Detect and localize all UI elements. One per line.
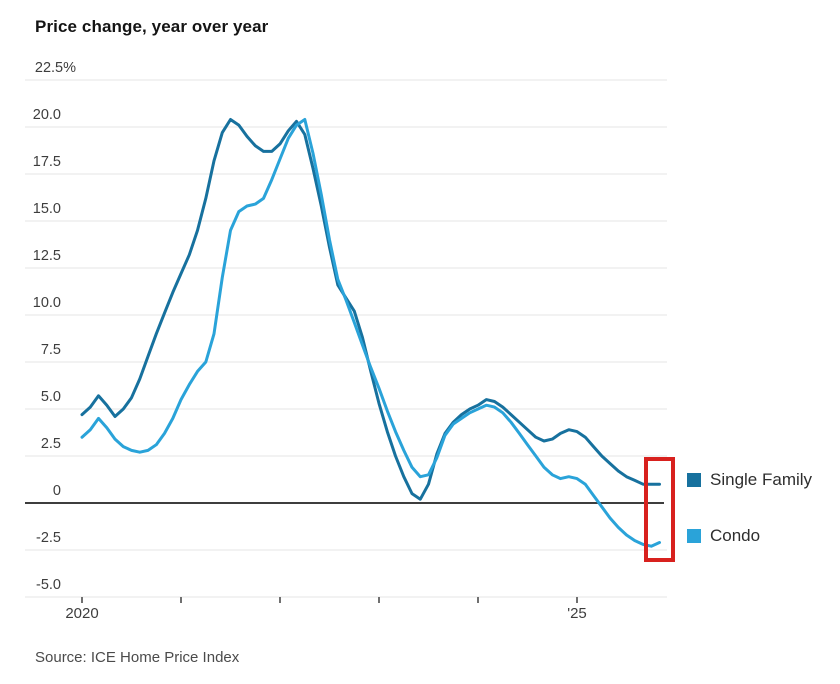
series-line-condo: [80, 118, 661, 548]
y-axis-label: 5.0: [40, 389, 61, 405]
y-axis-label: -2.5: [36, 530, 61, 546]
y-axis-label: 20.0: [32, 107, 61, 123]
source-attribution: Source: ICE Home Price Index: [35, 649, 240, 666]
series-line-single-family: [80, 118, 661, 501]
legend-item-condo: Condo: [687, 526, 760, 546]
y-axis-label: 0: [52, 483, 61, 499]
x-axis-label: '25: [567, 605, 587, 622]
y-axis-label: 7.5: [40, 342, 61, 358]
x-axis-label: 2020: [65, 605, 99, 622]
y-axis-label: 15.0: [32, 201, 61, 217]
legend-item-single-family: Single Family: [687, 470, 812, 490]
y-axis-label: 17.5: [32, 154, 61, 170]
legend-label-single-family: Single Family: [710, 470, 813, 489]
y-axis-label: -5.0: [36, 577, 61, 593]
chart-title: Price change, year over year: [35, 17, 269, 36]
legend-label-condo: Condo: [710, 526, 761, 545]
latest-values-highlight-box: [644, 457, 675, 562]
y-axis-label: 22.5%: [34, 60, 76, 76]
condo-swatch-icon: [687, 529, 701, 543]
y-axis-label: 12.5: [32, 248, 61, 264]
single-family-swatch-icon: [687, 473, 701, 487]
y-axis-label: 2.5: [40, 436, 61, 452]
y-axis-label: 10.0: [32, 295, 61, 311]
